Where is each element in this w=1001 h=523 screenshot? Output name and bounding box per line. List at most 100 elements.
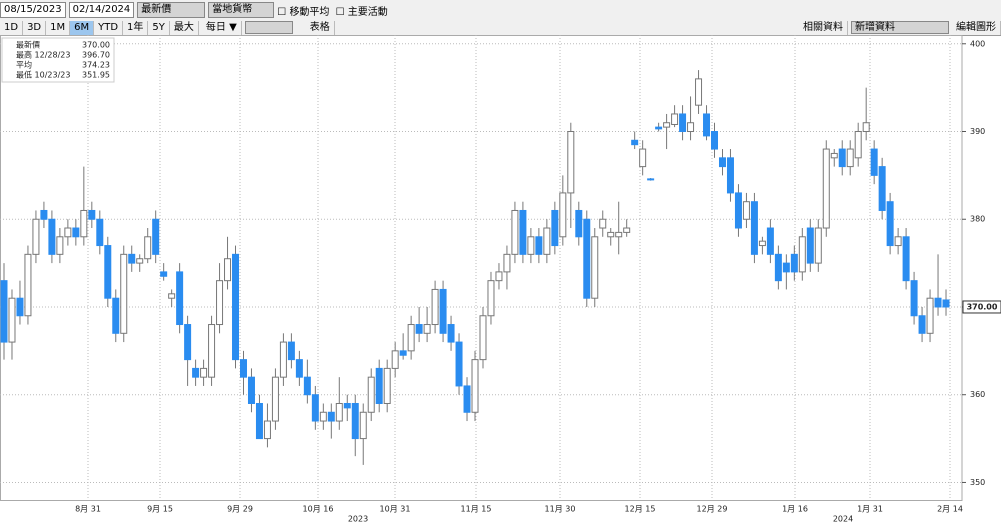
candle-body [263, 420, 271, 440]
candle [88, 201, 96, 229]
candle-body [742, 201, 750, 220]
candle [814, 219, 822, 272]
candle-body [711, 131, 719, 150]
candle-body [184, 324, 192, 361]
candle [830, 149, 838, 167]
end-date[interactable]: 02/14/2024 [68, 2, 135, 18]
candle [319, 403, 327, 430]
candle [591, 228, 599, 307]
add-data[interactable]: 新增資料 [851, 21, 949, 34]
candle-body [104, 245, 112, 299]
range-button[interactable]: YTD [94, 20, 124, 35]
candle-body [96, 218, 104, 247]
candle [487, 271, 495, 325]
legend-value: 370.00 [82, 41, 110, 50]
candle-body [758, 240, 766, 247]
range-button[interactable]: 最大 [170, 20, 199, 35]
legend-label: 最低 10/23/23 [16, 70, 70, 80]
candle [112, 289, 120, 343]
candle [870, 140, 878, 185]
candle [511, 201, 519, 264]
candle-body [487, 280, 495, 317]
candle-body [271, 376, 279, 422]
edit-button[interactable]: 編輯圖形 [952, 20, 1001, 35]
y-tick-label: 390 [970, 127, 985, 136]
candle-body [327, 411, 335, 422]
candle-body [687, 122, 695, 133]
range-button[interactable]: 1年 [123, 20, 149, 35]
x-tick-label: 1月 31 [857, 505, 883, 514]
candle [822, 140, 830, 237]
candle-body [375, 367, 383, 404]
candle-body [24, 253, 32, 317]
candle-body [479, 315, 487, 361]
candle-body [854, 131, 862, 159]
candle [255, 394, 263, 440]
candle-body [295, 359, 303, 378]
candle [439, 280, 447, 343]
candle [192, 359, 200, 386]
candle-body [279, 341, 287, 378]
candle [599, 210, 607, 237]
candle-body [734, 192, 742, 229]
candle-body [750, 201, 758, 255]
candle-body [615, 231, 623, 238]
candle-body [40, 209, 48, 220]
candle-body [80, 209, 88, 238]
candle-body [48, 218, 56, 255]
candle-body [671, 113, 679, 125]
candle-body [471, 359, 479, 413]
candle-body [607, 231, 615, 238]
legend-box [1, 37, 115, 83]
range-button[interactable]: 6M [70, 20, 95, 35]
currency-select[interactable]: 當地貨幣 [208, 2, 275, 18]
candle-body [72, 227, 80, 238]
candle [519, 201, 527, 264]
candle [639, 140, 647, 176]
table-button[interactable]: 表格 [306, 20, 335, 35]
candle-body [152, 218, 160, 255]
candle [846, 140, 854, 176]
candle-body [591, 236, 599, 299]
candle [160, 263, 168, 281]
candle [455, 333, 463, 395]
candle [607, 228, 615, 246]
range-button[interactable]: 1D [0, 20, 24, 35]
related-button[interactable]: 相關資料 [799, 20, 848, 35]
start-date[interactable]: 08/15/2023 [0, 2, 66, 18]
candle-body [910, 280, 918, 317]
candle-body [822, 148, 830, 229]
blank-select[interactable] [244, 21, 293, 34]
field-select[interactable]: 最新價 [137, 2, 206, 18]
candle [575, 201, 583, 246]
candle [367, 368, 375, 422]
moving-average[interactable]: ☐ 移動平均 [277, 6, 330, 18]
legend-label: 平均 [16, 60, 32, 70]
range-button[interactable]: 1M [46, 20, 71, 35]
legend-value: 374.23 [82, 61, 110, 70]
candle-body [679, 113, 687, 133]
year-label: 2023 [348, 515, 368, 523]
frequency[interactable]: 每日 ▼ [202, 20, 242, 35]
range-button[interactable]: 3D [23, 20, 47, 35]
candle [503, 245, 511, 290]
candle [0, 263, 8, 360]
candle-body [255, 402, 263, 440]
candle-body [718, 157, 726, 168]
candle [56, 228, 64, 264]
candle [798, 228, 806, 281]
candle-body [144, 236, 152, 260]
events[interactable]: ☐ 主要活動 [332, 6, 388, 18]
candle [415, 306, 423, 343]
candle [32, 210, 40, 264]
candle-body [120, 253, 128, 334]
range-button[interactable]: 5Y [148, 20, 170, 35]
candle [742, 192, 750, 229]
candle-body [391, 350, 399, 369]
candle-body [8, 297, 16, 343]
candle-body [774, 253, 782, 282]
candle-body [439, 288, 447, 334]
candle-body [176, 271, 184, 326]
candle-body [399, 350, 407, 356]
candle [543, 219, 551, 264]
